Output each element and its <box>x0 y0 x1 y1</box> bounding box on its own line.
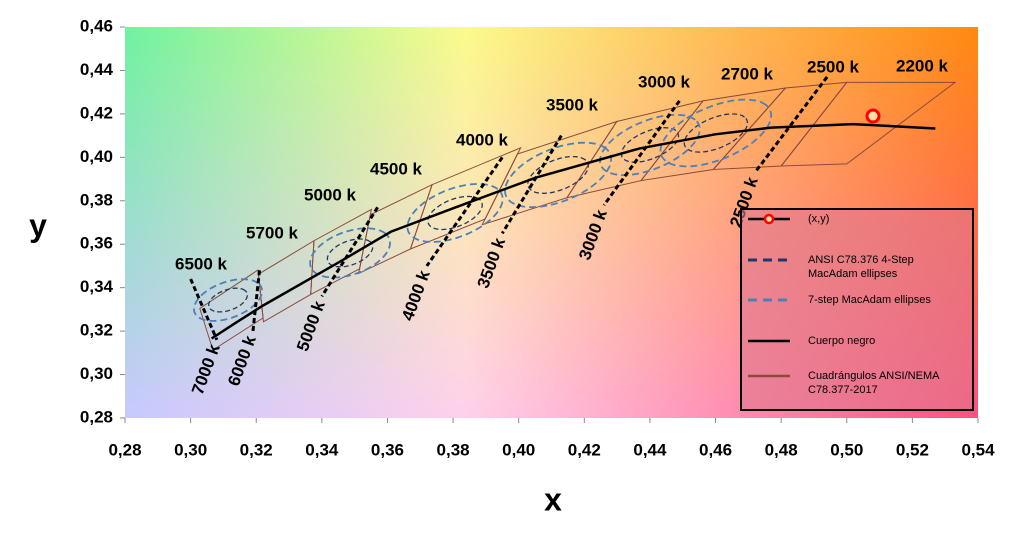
isotherm <box>753 76 829 174</box>
x-tick-label: 0,30 <box>174 440 207 459</box>
quadrangle <box>780 81 957 167</box>
cct-label: 3500 k <box>546 95 599 114</box>
x-tick-label: 0,38 <box>437 440 470 459</box>
plot-area <box>189 76 957 351</box>
cct-label: 5700 k <box>246 223 299 242</box>
ellipse-7-step <box>504 141 613 209</box>
y-tick-label: 0,42 <box>80 103 113 122</box>
x-axis-label: x <box>544 481 562 517</box>
x-tick-label: 0,54 <box>961 440 995 459</box>
legend-label: Cuadrángulos ANSI/NEMA C78.377-2017 <box>808 370 939 396</box>
point <box>865 108 881 124</box>
isotherm <box>251 270 262 332</box>
isotherm <box>501 134 563 235</box>
cct-label: 2200 k <box>896 56 949 75</box>
x-tick-label: 0,48 <box>765 440 798 459</box>
x-tick-label: 0,46 <box>699 440 732 459</box>
legend-label: 7-step MacAdam ellipses <box>808 294 931 306</box>
x-tick-label: 0,28 <box>108 440 141 459</box>
y-tick-label: 0,28 <box>80 407 113 426</box>
y-tick-label: 0,32 <box>80 321 113 340</box>
x-tick-label: 0,40 <box>502 440 535 459</box>
ellipse-7-step <box>406 183 504 243</box>
y-tick-label: 0,46 <box>80 16 113 35</box>
y-tick-label: 0,38 <box>80 190 113 209</box>
isotherm <box>189 278 219 341</box>
ellipse-4-step <box>427 195 483 231</box>
x-tick-label: 0,42 <box>568 440 601 459</box>
x-tick-label: 0,36 <box>371 440 404 459</box>
y-tick-label: 0,44 <box>80 60 114 79</box>
x-tick-label: 0,52 <box>896 440 929 459</box>
ellipse-4-step <box>683 113 749 153</box>
y-axis-label: y <box>29 207 47 243</box>
legend-label: (x,y) <box>808 213 830 225</box>
cct-label: 5000 k <box>304 185 357 204</box>
isotherm <box>320 206 379 298</box>
x-tick-label: 0,34 <box>305 440 339 459</box>
cct-label: 2700 k <box>721 64 774 83</box>
cct-label: 3000 k <box>638 72 691 91</box>
cct-label: 4500 k <box>370 159 423 178</box>
cct-label: 2500 k <box>807 57 860 76</box>
cct-label: 6500 k <box>175 254 228 273</box>
blackbody-line <box>210 122 936 340</box>
ellipse-7-step <box>599 113 701 177</box>
cct-label: 4000 k <box>456 130 509 149</box>
x-tick-label: 0,50 <box>830 440 863 459</box>
x-tick-label: 0,32 <box>240 440 273 459</box>
isotherm <box>425 156 504 267</box>
y-tick-label: 0,30 <box>80 364 113 383</box>
x-tick-label: 0,44 <box>633 440 667 459</box>
legend-symbol <box>763 213 775 225</box>
y-tick-label: 0,40 <box>80 147 113 166</box>
isotherm <box>602 99 681 207</box>
y-tick-label: 0,34 <box>80 277 114 296</box>
legend-label: Cuerpo negro <box>808 335 876 347</box>
y-tick-label: 0,36 <box>80 234 113 253</box>
ellipse-4-step <box>620 127 680 163</box>
ellipse-7-step <box>309 227 391 279</box>
legend <box>748 213 790 378</box>
ellipse-7-step <box>659 98 773 168</box>
legend-label: ANSI C78.376 4-Step MacAdam ellipses <box>808 254 914 280</box>
ellipse-4-step <box>326 238 374 268</box>
ellipse-4-step <box>527 155 589 194</box>
ellipse-4-step <box>208 287 249 313</box>
